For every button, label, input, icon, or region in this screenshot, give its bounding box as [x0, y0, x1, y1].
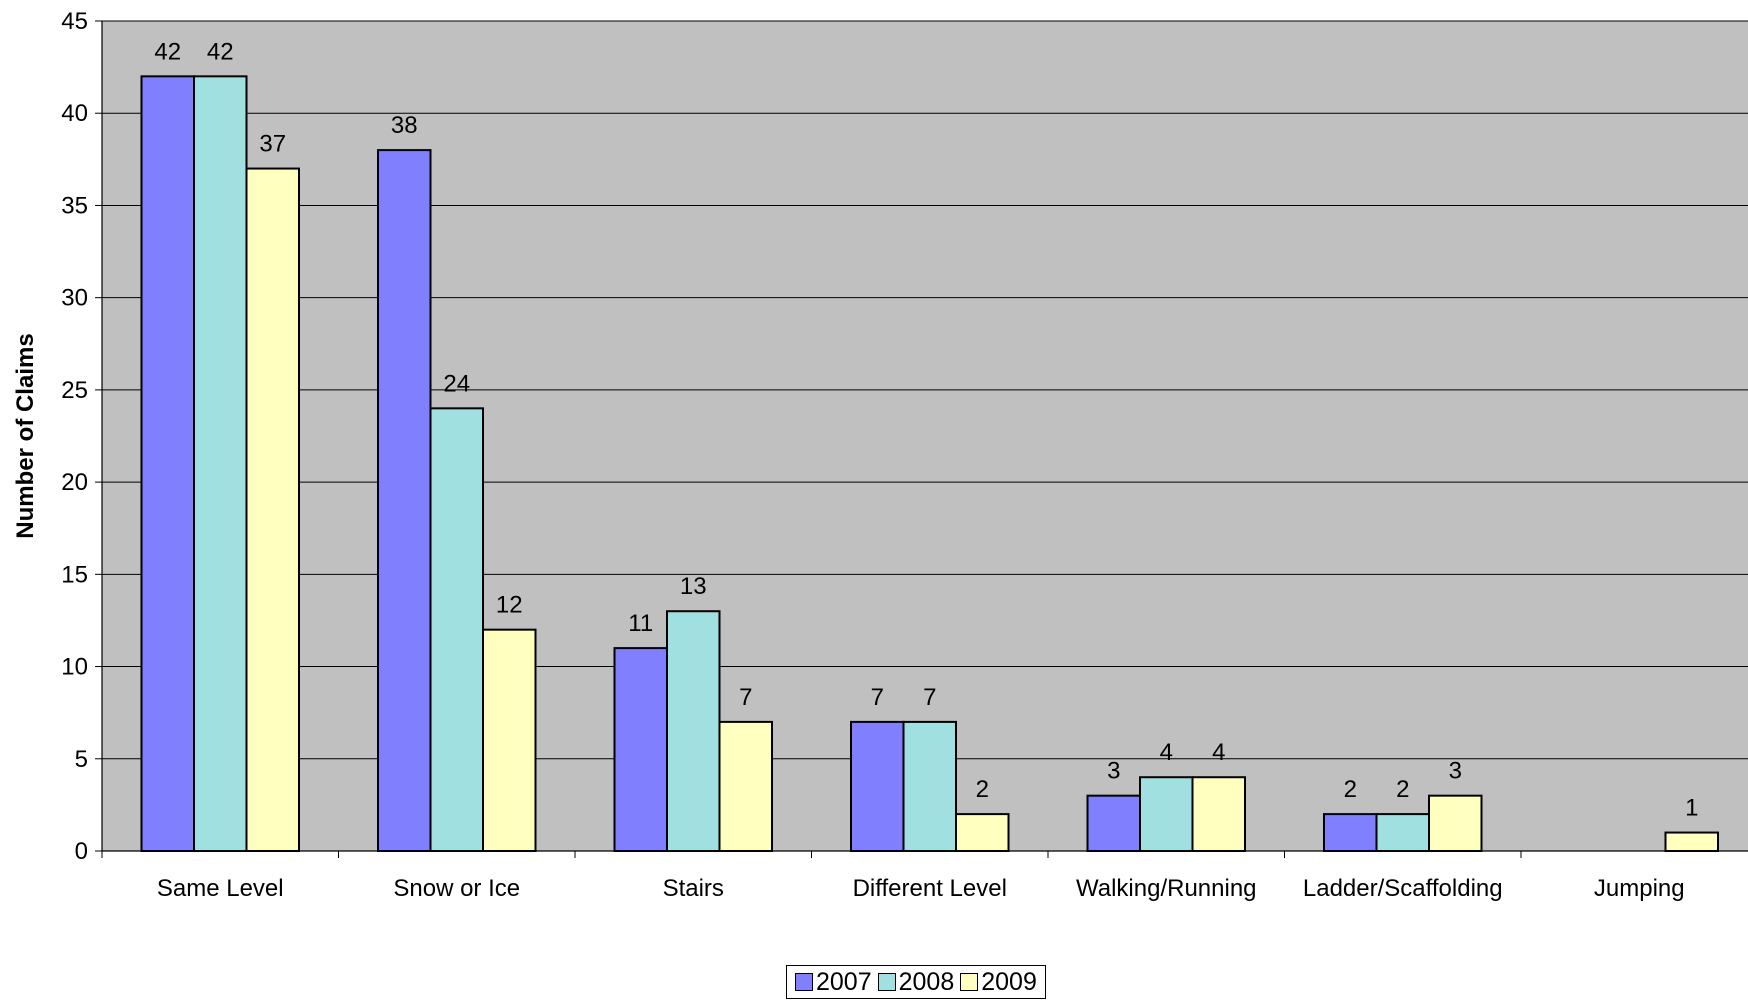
- category-labels: Same Level Snow or Ice Stairs Different Lev…: [157, 875, 1685, 902]
- data-label: 2: [1396, 776, 1409, 803]
- y-tick-labels: 0 5 10 15 20 25 30 35 40 45: [61, 8, 102, 865]
- bar: [245, 167, 300, 853]
- bar: [850, 720, 905, 853]
- y-tick-label: 35: [61, 192, 88, 219]
- bar: [613, 647, 668, 852]
- data-label: 1: [1685, 795, 1698, 822]
- bar: [1428, 794, 1483, 853]
- category-label: Stairs: [663, 875, 724, 902]
- category-label: Jumping: [1594, 875, 1685, 902]
- data-label: 7: [871, 684, 884, 711]
- bar: [1139, 776, 1194, 853]
- y-tick-label: 15: [61, 561, 88, 588]
- legend-swatch: [960, 973, 979, 991]
- legend-label: 2009: [981, 967, 1037, 996]
- data-label: 37: [259, 131, 286, 158]
- gridlines: [102, 20, 1748, 760]
- legend-item: 2007: [795, 968, 872, 997]
- bar: [429, 407, 484, 852]
- category-label: Ladder/Scaffolding: [1303, 875, 1503, 902]
- data-label: 42: [154, 38, 181, 65]
- bar: [140, 75, 195, 853]
- data-label: 42: [207, 38, 234, 65]
- bar: [1086, 794, 1141, 853]
- legend-label: 2008: [898, 967, 955, 996]
- bar: [666, 610, 721, 852]
- bar: [1323, 813, 1378, 852]
- y-axis-title: Number of Claims: [12, 333, 39, 538]
- bars: [140, 75, 1719, 853]
- y-tick-label: 10: [61, 654, 88, 681]
- axes: [101, 21, 1748, 858]
- bar: [955, 813, 1010, 852]
- category-label: Snow or Ice: [393, 875, 520, 902]
- bar: [193, 75, 248, 853]
- data-label: 38: [391, 112, 418, 139]
- bar: [718, 720, 773, 853]
- y-tick-label: 40: [61, 100, 88, 127]
- bar: [1375, 813, 1430, 852]
- data-label: 13: [680, 573, 707, 600]
- data-label: 7: [739, 684, 752, 711]
- data-label: 12: [496, 592, 523, 619]
- category-label: Different Level: [853, 875, 1007, 902]
- bar: [1191, 776, 1246, 853]
- legend-label: 2007: [816, 967, 872, 996]
- data-label: 2: [976, 776, 989, 803]
- data-label: 3: [1449, 758, 1462, 785]
- data-label: 3: [1107, 758, 1120, 785]
- legend: 2007 2008 2009: [786, 965, 1046, 999]
- legend-swatch: [795, 973, 813, 991]
- data-label: 2: [1344, 776, 1357, 803]
- y-tick-label: 25: [61, 377, 88, 404]
- bar: [1664, 831, 1719, 852]
- bar: [902, 720, 957, 853]
- data-label: 4: [1160, 739, 1173, 766]
- y-tick-label: 45: [61, 8, 88, 35]
- data-label: 11: [628, 610, 653, 637]
- legend-item: 2008: [877, 967, 955, 997]
- y-tick-label: 5: [75, 746, 88, 773]
- y-tick-label: 20: [61, 469, 88, 496]
- bar: [482, 628, 537, 853]
- y-tick-label: 30: [61, 285, 88, 312]
- data-label: 7: [923, 684, 936, 711]
- legend-item: 2009: [960, 968, 1037, 997]
- bar: [377, 149, 432, 853]
- data-label: 4: [1212, 739, 1225, 766]
- plot-area: [102, 21, 1748, 851]
- data-label: 24: [443, 370, 470, 397]
- legend-swatch: [877, 973, 896, 991]
- category-label: Same Level: [157, 875, 284, 902]
- category-label: Walking/Running: [1076, 875, 1257, 902]
- y-tick-label: 0: [75, 838, 88, 865]
